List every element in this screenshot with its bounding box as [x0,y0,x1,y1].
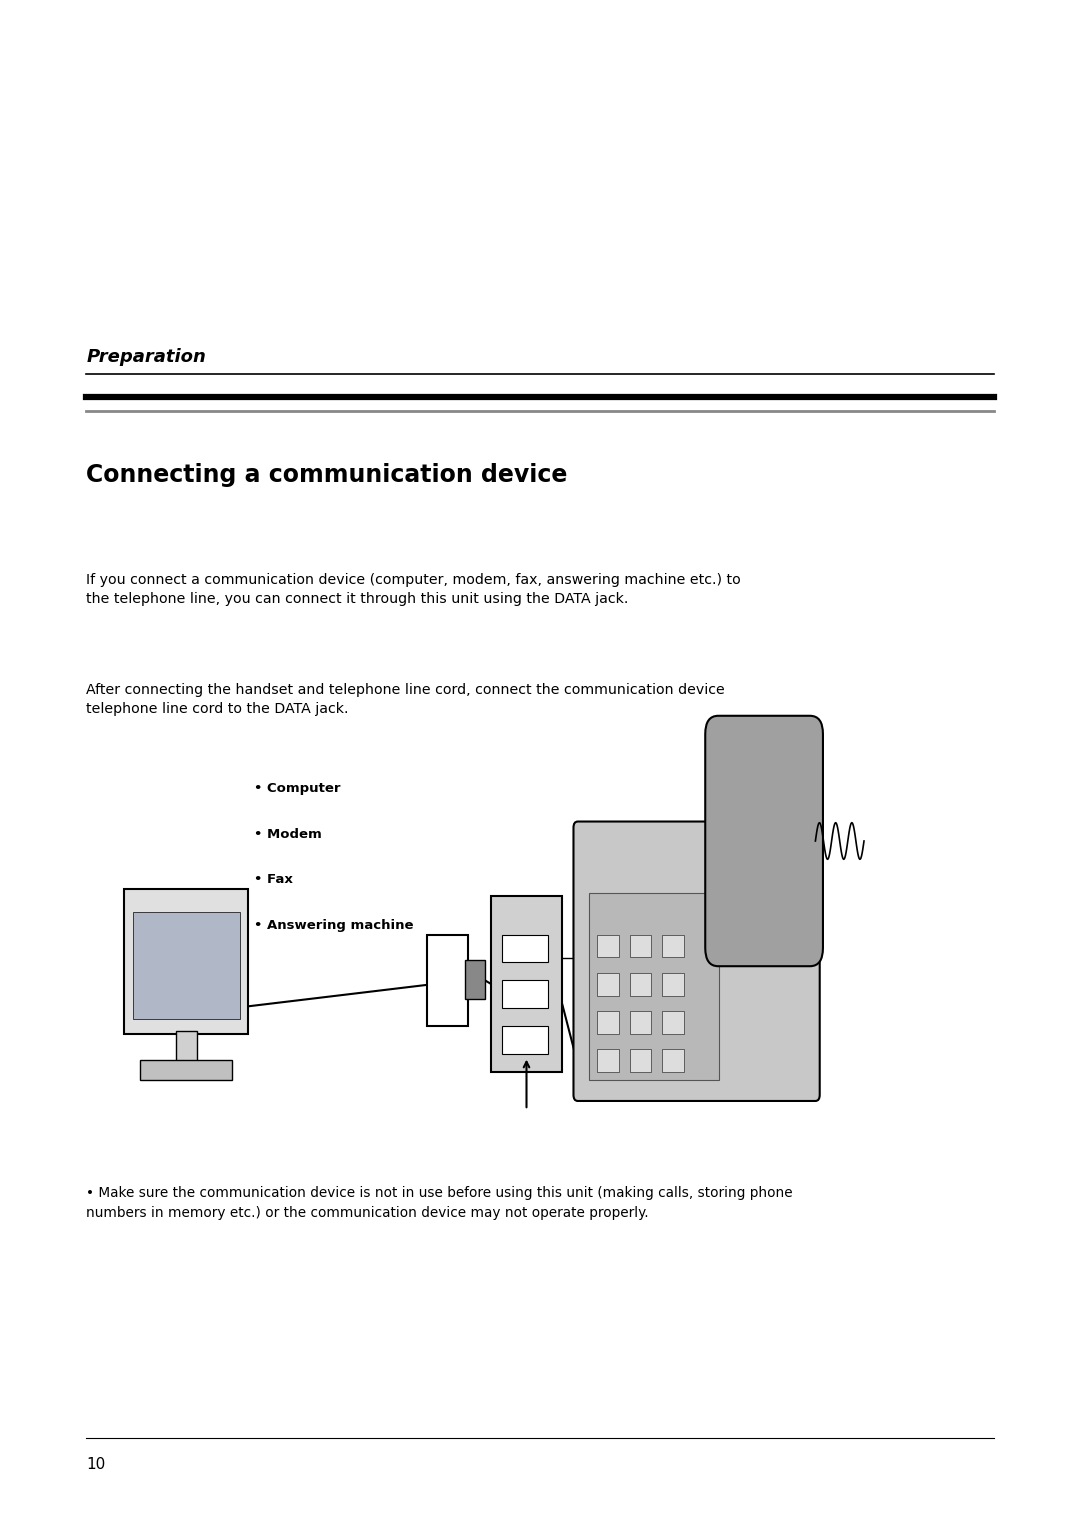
Bar [630,1011,651,1034]
Bar [502,980,548,1008]
FancyBboxPatch shape [573,822,820,1101]
Text: • Make sure the communication device is not in use before using this unit (makin: • Make sure the communication device is … [86,1186,793,1220]
Bar [597,1049,619,1072]
Text: • Answering machine: • Answering machine [254,919,414,933]
Bar [662,935,684,957]
Bar [662,1049,684,1072]
Bar [597,973,619,996]
Bar [630,935,651,957]
Bar [124,889,248,1034]
Bar [491,896,562,1072]
Bar [597,935,619,957]
Bar [502,935,548,962]
Bar [589,892,719,1080]
Text: • Modem: • Modem [254,828,322,841]
Bar [465,960,485,999]
Text: After connecting the handset and telephone line cord, connect the communication : After connecting the handset and telepho… [86,683,725,716]
Bar [175,1031,197,1061]
FancyBboxPatch shape [705,716,823,967]
Text: Connecting a communication device: Connecting a communication device [86,463,568,487]
Text: • Fax: • Fax [254,873,293,887]
Bar [630,1049,651,1072]
Bar [133,912,240,1019]
Text: 10: 10 [86,1457,106,1472]
Bar [140,1060,232,1080]
Bar [630,973,651,996]
Bar [662,1011,684,1034]
Bar [597,1011,619,1034]
Bar [502,1026,548,1054]
Bar [662,973,684,996]
Bar [427,935,468,1026]
Text: Preparation: Preparation [86,348,206,366]
Text: DATA: DATA [653,951,693,965]
Text: • Computer: • Computer [254,782,340,796]
Text: If you connect a communication device (computer, modem, fax, answering machine e: If you connect a communication device (c… [86,573,741,606]
